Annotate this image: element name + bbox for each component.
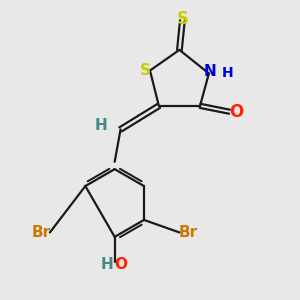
Text: N: N <box>204 64 217 80</box>
Text: S: S <box>176 10 188 28</box>
Text: H: H <box>222 66 234 80</box>
Text: Br: Br <box>178 225 197 240</box>
Text: Br: Br <box>32 225 51 240</box>
Text: S: S <box>140 63 151 78</box>
Text: H: H <box>95 118 108 134</box>
Text: O: O <box>114 257 127 272</box>
Text: O: O <box>229 103 243 121</box>
Text: H: H <box>101 257 114 272</box>
